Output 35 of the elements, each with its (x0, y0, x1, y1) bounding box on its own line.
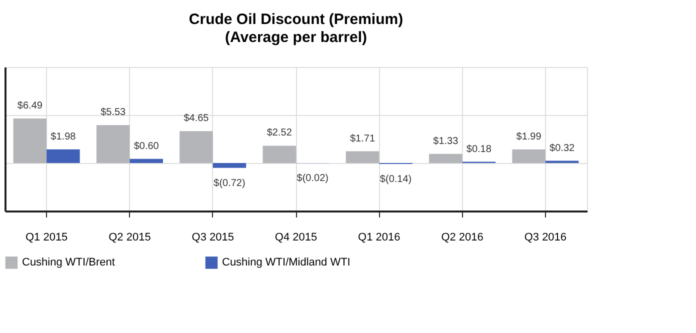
legend-label: Cushing WTI/Brent (22, 256, 115, 269)
data-label: $2.52 (266, 128, 292, 139)
data-label: $1.71 (350, 133, 376, 144)
bar (429, 154, 462, 163)
bar (130, 158, 163, 163)
bar (180, 131, 213, 163)
data-label: $4.65 (184, 113, 210, 124)
bar (96, 125, 130, 163)
data-label: $6.49 (17, 100, 43, 112)
x-tick-label: Q3 2016 (524, 232, 567, 244)
chart-title: Crude Oil Discount (Premium) (188, 11, 404, 28)
data-label: $5.53 (100, 107, 126, 118)
bar (512, 149, 546, 163)
data-label: $1.99 (516, 131, 542, 142)
bar (262, 146, 296, 163)
data-label: $0.60 (134, 140, 160, 152)
data-label: $(0.72) (214, 178, 246, 189)
x-tick-label: Q1 2016 (358, 232, 400, 244)
data-label: $1.33 (433, 136, 459, 147)
x-tick-label: Q2 2015 (108, 232, 151, 244)
x-tick-label: Q2 2016 (441, 232, 484, 244)
bar (13, 118, 47, 163)
data-label: $(0.02) (296, 173, 328, 184)
chart-subtitle: (Average per barrel) (224, 29, 368, 46)
data-label: $1.98 (50, 131, 76, 142)
bar (212, 163, 246, 168)
data-label: $0.18 (466, 144, 492, 155)
x-tick-label: Q4 2015 (274, 232, 318, 244)
data-label: $0.32 (550, 142, 576, 154)
x-tick-label: Q3 2015 (192, 232, 234, 244)
bar (346, 151, 380, 163)
bar (46, 149, 80, 163)
x-tick-label: Q1 2015 (25, 232, 68, 244)
data-label: $(0.14) (380, 174, 412, 185)
legend-label: Cushing WTI/Midland WTI (222, 256, 350, 269)
